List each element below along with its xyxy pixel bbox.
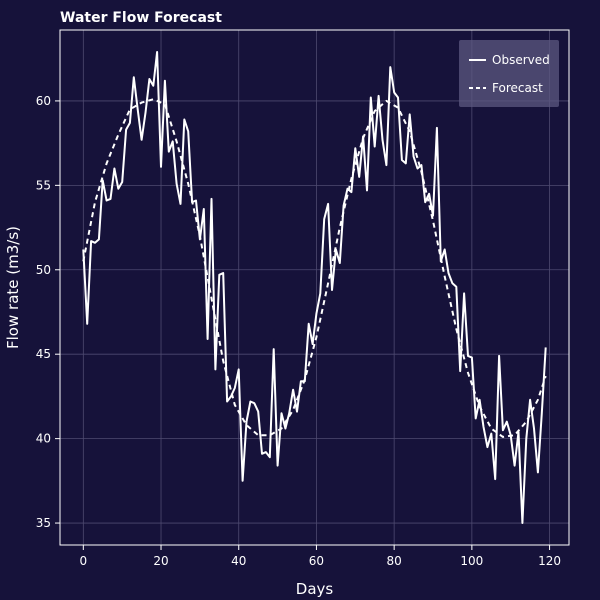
y-tick-label: 45 xyxy=(36,347,51,361)
x-tick-label: 60 xyxy=(309,554,324,568)
axis-ticks: 0 20 40 60 80 100 120 35 40 45 50 55 60 xyxy=(36,94,561,568)
x-tick-label: 80 xyxy=(387,554,402,568)
series-line-forecast xyxy=(82,98,547,438)
plot-area xyxy=(60,30,569,545)
y-tick-label: 55 xyxy=(36,178,51,192)
y-axis-label: Flow rate (m3/s) xyxy=(4,226,22,349)
series-line-observed xyxy=(82,51,547,524)
y-tick-label: 60 xyxy=(36,94,51,108)
x-tick-label: 0 xyxy=(79,554,87,568)
series-layer xyxy=(82,51,547,524)
x-tick-label: 40 xyxy=(231,554,246,568)
chart-title: Water Flow Forecast xyxy=(60,10,222,26)
y-tick-label: 50 xyxy=(36,263,51,277)
x-tick-label: 100 xyxy=(460,554,483,568)
x-axis-label: Days xyxy=(296,580,334,598)
y-tick-label: 40 xyxy=(36,432,51,446)
legend-box xyxy=(459,40,559,107)
y-tick-label: 35 xyxy=(36,516,51,530)
x-tick-label: 20 xyxy=(153,554,168,568)
x-tick-label: 120 xyxy=(538,554,561,568)
axes-frame xyxy=(59,29,570,546)
legend-forecast-label: Forecast xyxy=(492,81,543,95)
legend: Observed Forecast xyxy=(459,40,559,107)
legend-observed-label: Observed xyxy=(492,53,550,67)
